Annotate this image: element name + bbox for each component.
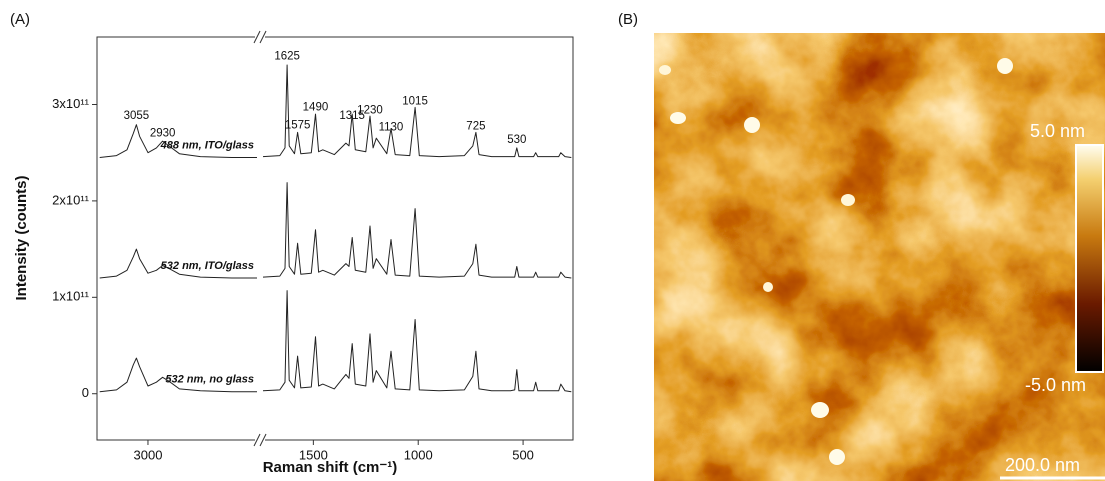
peak-label: 1230: [357, 104, 383, 116]
axis-break-gap: [255, 35, 266, 39]
colorbar-max-label: 5.0 nm: [1030, 121, 1085, 141]
series-label: 532 nm, no glass: [165, 374, 254, 386]
peak-label: 1625: [274, 50, 300, 62]
afm-image: 5.0 nm -5.0 nm 200.0 nm: [654, 33, 1105, 481]
particle: [829, 449, 845, 465]
y-tick-label: 2x10¹¹: [52, 192, 90, 207]
colorbar: [1075, 144, 1104, 373]
y-axis-title: Intensity (counts): [13, 175, 30, 300]
x-tick-label: 500: [512, 447, 534, 462]
peak-label: 3055: [124, 110, 150, 122]
series-label: 532 nm, ITO/glass: [161, 260, 254, 272]
particle: [997, 58, 1013, 74]
plot-frame: [96, 36, 574, 441]
x-tick-label: 3000: [134, 447, 163, 462]
axis-break-mark: [253, 433, 261, 447]
axis-break-mark: [259, 433, 267, 447]
peak-label: 1490: [303, 101, 329, 113]
y-tick-label: 0: [82, 385, 89, 400]
panel-label: (B): [618, 11, 638, 28]
y-tick-label: 3x10¹¹: [52, 96, 90, 111]
axis-break-mark: [253, 30, 261, 44]
y-tick-label: 1x10¹¹: [52, 289, 90, 304]
spectrum-line: [99, 64, 572, 158]
particle: [763, 282, 773, 292]
spectrum-line: [99, 290, 572, 393]
x-axis-title: Raman shift (cm⁻¹): [263, 459, 398, 476]
peak-label: 725: [466, 121, 485, 133]
scale-bar-label: 200.0 nm: [1005, 455, 1080, 475]
colorbar-min-label: -5.0 nm: [1025, 375, 1086, 395]
particle: [744, 117, 760, 133]
particle: [811, 402, 829, 418]
axis-break-mark: [259, 30, 267, 44]
peak-label: 2930: [150, 127, 176, 139]
particle: [841, 194, 855, 206]
particle: [659, 65, 671, 75]
peak-label: 1315: [339, 110, 365, 122]
peak-label: 1015: [402, 96, 428, 108]
x-tick-label: 1500: [299, 447, 328, 462]
spectrum-line: [99, 182, 572, 279]
axis-break-gap: [255, 438, 266, 442]
peak-label: 530: [507, 134, 526, 146]
panel-label: (A): [10, 11, 30, 28]
x-tick-label: 1000: [404, 447, 433, 462]
afm-topography: [654, 33, 1105, 481]
peak-label: 1575: [285, 120, 311, 132]
particle: [670, 112, 686, 124]
peak-label: 1130: [379, 122, 404, 134]
series-label: 488 nm, ITO/glass: [160, 139, 254, 151]
